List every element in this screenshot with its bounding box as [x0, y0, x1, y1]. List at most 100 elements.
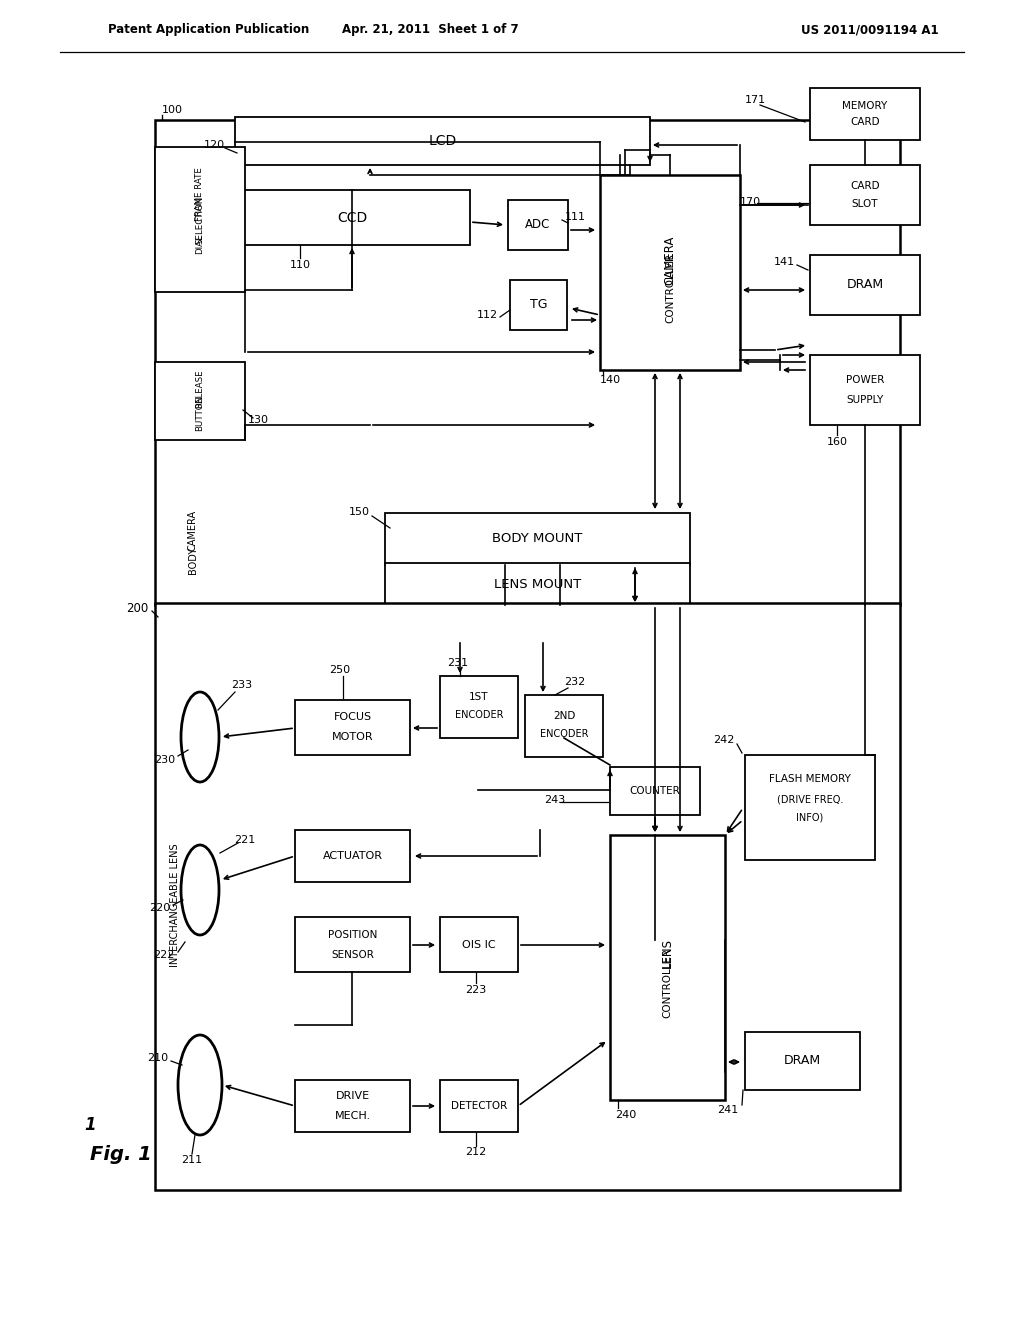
Text: 150: 150	[349, 507, 370, 517]
Text: 1ST: 1ST	[469, 692, 488, 702]
Text: OIS IC: OIS IC	[462, 940, 496, 949]
Bar	[155, 120, 900, 605]
Text: TG: TG	[529, 298, 547, 312]
Text: 200: 200	[126, 602, 148, 615]
Text: 233: 233	[231, 680, 253, 690]
Text: 141: 141	[774, 257, 795, 267]
Text: FOCUS: FOCUS	[334, 713, 372, 722]
Text: RELEASE: RELEASE	[196, 370, 205, 408]
Bar	[610, 836, 725, 1100]
Text: 112: 112	[477, 310, 498, 319]
Text: ENCODER: ENCODER	[455, 710, 503, 719]
Text: 231: 231	[447, 657, 469, 668]
Text: LENS: LENS	[662, 937, 674, 968]
Text: 130: 130	[248, 414, 268, 425]
Text: 211: 211	[181, 1155, 203, 1166]
Bar	[810, 88, 920, 140]
Text: MOTOR: MOTOR	[332, 733, 374, 742]
Text: LENS MOUNT: LENS MOUNT	[494, 578, 582, 590]
Text: CONTROLLER: CONTROLLER	[663, 948, 673, 1018]
Text: COUNTER: COUNTER	[630, 785, 680, 796]
Text: 222: 222	[154, 950, 175, 960]
Text: CARD: CARD	[850, 117, 880, 127]
Bar	[440, 1080, 518, 1133]
Bar	[525, 696, 603, 756]
Bar	[440, 917, 518, 972]
Bar	[745, 1032, 860, 1090]
Text: ACTUATOR: ACTUATOR	[323, 851, 383, 861]
Bar	[155, 603, 900, 1191]
Text: 212: 212	[465, 1147, 486, 1158]
Text: ENCODER: ENCODER	[540, 729, 588, 739]
Text: Patent Application Publication: Patent Application Publication	[108, 24, 309, 37]
Text: 242: 242	[713, 735, 734, 744]
Text: (DRIVE FREQ.: (DRIVE FREQ.	[777, 795, 843, 804]
Text: ADC: ADC	[525, 219, 551, 231]
Text: FRAME RATE: FRAME RATE	[196, 168, 205, 222]
Text: 2ND: 2ND	[553, 711, 575, 721]
Text: MECH.: MECH.	[335, 1111, 371, 1121]
Text: 160: 160	[826, 437, 848, 447]
Text: SLOT: SLOT	[852, 199, 879, 209]
Bar	[810, 165, 920, 224]
Bar	[510, 280, 567, 330]
Bar	[440, 676, 518, 738]
Text: Apr. 21, 2011  Sheet 1 of 7: Apr. 21, 2011 Sheet 1 of 7	[342, 24, 518, 37]
Text: CAMERA: CAMERA	[188, 510, 198, 550]
Bar	[508, 201, 568, 249]
Text: SELECTION: SELECTION	[196, 195, 205, 244]
Text: 171: 171	[744, 95, 766, 106]
Text: CCD: CCD	[337, 210, 368, 224]
Text: CAMERA: CAMERA	[664, 236, 677, 285]
Bar	[810, 255, 920, 315]
Bar	[295, 917, 410, 972]
Bar	[610, 767, 700, 814]
Text: LCD: LCD	[428, 135, 457, 148]
Text: 243: 243	[545, 795, 565, 805]
Text: BUTTON: BUTTON	[196, 395, 205, 432]
Text: 240: 240	[615, 1110, 636, 1119]
Text: 1: 1	[84, 1115, 96, 1134]
Bar	[295, 830, 410, 882]
Ellipse shape	[181, 692, 219, 781]
Text: Fig. 1: Fig. 1	[90, 1146, 152, 1164]
Bar	[155, 362, 245, 440]
Text: DRIVE: DRIVE	[336, 1092, 370, 1101]
Bar	[295, 1080, 410, 1133]
Text: 140: 140	[600, 375, 622, 385]
Text: POWER: POWER	[846, 375, 884, 385]
Ellipse shape	[178, 1035, 222, 1135]
Text: SUPPLY: SUPPLY	[847, 395, 884, 405]
Text: DIAL: DIAL	[196, 235, 205, 255]
Text: SENSOR: SENSOR	[331, 949, 374, 960]
Bar	[745, 755, 874, 861]
Text: BODY MOUNT: BODY MOUNT	[493, 532, 583, 545]
Text: 170: 170	[739, 197, 761, 207]
Bar	[155, 147, 245, 292]
Text: 250: 250	[330, 665, 350, 675]
Text: MEMORY: MEMORY	[843, 102, 888, 111]
Text: POSITION: POSITION	[328, 929, 377, 940]
Bar	[810, 355, 920, 425]
Ellipse shape	[181, 845, 219, 935]
Text: 223: 223	[465, 985, 486, 995]
Text: DRAM: DRAM	[847, 279, 884, 292]
Text: 111: 111	[565, 213, 586, 222]
Text: BODY: BODY	[188, 546, 198, 574]
Bar	[295, 700, 410, 755]
Text: FLASH MEMORY: FLASH MEMORY	[769, 775, 851, 784]
Text: CARD: CARD	[850, 181, 880, 191]
Text: 241: 241	[717, 1105, 738, 1115]
Text: 210: 210	[146, 1053, 168, 1063]
Text: CONTROLLER: CONTROLLER	[665, 252, 675, 322]
Bar	[385, 513, 690, 565]
Bar	[600, 176, 740, 370]
Text: 221: 221	[234, 836, 256, 845]
Text: INTERCHANGEABLE LENS: INTERCHANGEABLE LENS	[170, 843, 180, 966]
Text: 220: 220	[148, 903, 170, 913]
Text: DETECTOR: DETECTOR	[451, 1101, 507, 1111]
Text: US 2011/0091194 A1: US 2011/0091194 A1	[801, 24, 939, 37]
Text: 120: 120	[204, 140, 225, 150]
Bar	[385, 564, 690, 605]
Text: DRAM: DRAM	[784, 1055, 821, 1068]
